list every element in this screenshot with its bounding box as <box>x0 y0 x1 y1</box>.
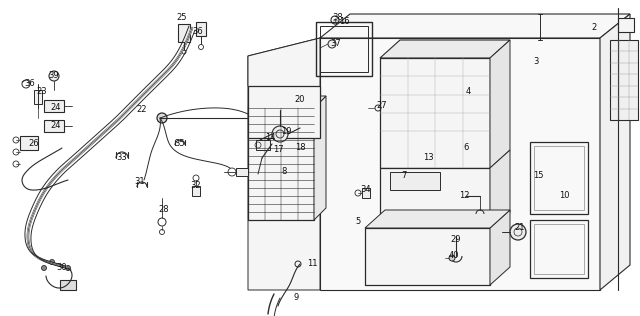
Bar <box>192 186 200 196</box>
Polygon shape <box>600 14 630 290</box>
Circle shape <box>65 265 70 270</box>
Text: 13: 13 <box>422 154 433 162</box>
Text: 39: 39 <box>49 71 60 81</box>
Circle shape <box>449 255 455 261</box>
Bar <box>618 18 634 32</box>
Text: 34: 34 <box>361 185 371 195</box>
Bar <box>60 280 76 290</box>
Text: 28: 28 <box>159 205 170 215</box>
Text: 16: 16 <box>339 17 349 27</box>
Text: 17: 17 <box>273 145 284 155</box>
Bar <box>362 188 370 198</box>
Text: 8: 8 <box>282 167 287 177</box>
Text: 36: 36 <box>193 27 204 37</box>
Circle shape <box>49 71 59 81</box>
Circle shape <box>157 113 167 123</box>
Bar <box>196 22 206 36</box>
Bar <box>178 24 190 42</box>
Text: 3: 3 <box>533 58 539 66</box>
Text: 36: 36 <box>24 80 35 88</box>
Polygon shape <box>314 96 326 220</box>
Polygon shape <box>380 40 510 58</box>
Text: 7: 7 <box>401 172 406 180</box>
Text: 24: 24 <box>51 104 61 112</box>
Bar <box>534 146 584 210</box>
Text: 12: 12 <box>459 191 469 200</box>
Text: 4: 4 <box>465 88 470 96</box>
Polygon shape <box>390 172 440 190</box>
Text: 23: 23 <box>36 88 47 96</box>
Bar <box>20 136 38 150</box>
Polygon shape <box>320 14 630 38</box>
Polygon shape <box>248 96 326 108</box>
Text: 26: 26 <box>29 139 39 149</box>
Text: 40: 40 <box>449 252 460 260</box>
Polygon shape <box>490 150 510 230</box>
Polygon shape <box>320 38 600 290</box>
Circle shape <box>49 259 54 264</box>
Text: 31: 31 <box>134 178 145 186</box>
Text: 32: 32 <box>191 181 202 191</box>
Polygon shape <box>248 108 314 220</box>
Text: 35: 35 <box>175 139 186 149</box>
Bar <box>534 224 584 274</box>
Polygon shape <box>248 38 320 86</box>
Text: 10: 10 <box>559 191 569 200</box>
Text: 19: 19 <box>281 127 291 137</box>
Text: 38: 38 <box>333 14 344 22</box>
Text: 11: 11 <box>307 259 317 269</box>
Text: 24: 24 <box>51 121 61 131</box>
Bar <box>256 140 270 150</box>
Text: 9: 9 <box>293 294 299 302</box>
Text: 21: 21 <box>515 223 525 233</box>
Circle shape <box>510 224 526 240</box>
Text: 18: 18 <box>294 143 305 153</box>
Text: 22: 22 <box>137 106 147 114</box>
Text: 25: 25 <box>177 14 188 22</box>
Text: 6: 6 <box>463 143 468 153</box>
Circle shape <box>328 40 336 48</box>
Bar <box>530 142 588 214</box>
Text: 2: 2 <box>591 23 596 33</box>
Bar <box>236 168 248 176</box>
Polygon shape <box>490 40 510 168</box>
Polygon shape <box>365 228 490 285</box>
Polygon shape <box>248 38 320 290</box>
Circle shape <box>42 265 47 270</box>
Bar <box>316 22 372 76</box>
Text: 27: 27 <box>377 101 387 111</box>
Polygon shape <box>380 168 490 230</box>
Bar <box>34 90 42 104</box>
Circle shape <box>272 126 288 142</box>
Polygon shape <box>365 210 510 228</box>
Bar <box>320 26 368 72</box>
Polygon shape <box>380 58 490 168</box>
Bar <box>44 120 64 132</box>
Text: 5: 5 <box>355 217 360 227</box>
Bar <box>44 100 64 112</box>
Text: 15: 15 <box>532 172 543 180</box>
Bar <box>530 220 588 278</box>
Bar <box>610 40 638 120</box>
Text: 20: 20 <box>295 95 305 105</box>
Text: 33: 33 <box>116 154 127 162</box>
Text: 37: 37 <box>331 40 341 48</box>
Bar <box>248 86 320 138</box>
Text: 14: 14 <box>265 133 275 143</box>
Text: 30: 30 <box>57 264 67 272</box>
Text: 29: 29 <box>451 235 461 245</box>
Polygon shape <box>490 210 510 285</box>
